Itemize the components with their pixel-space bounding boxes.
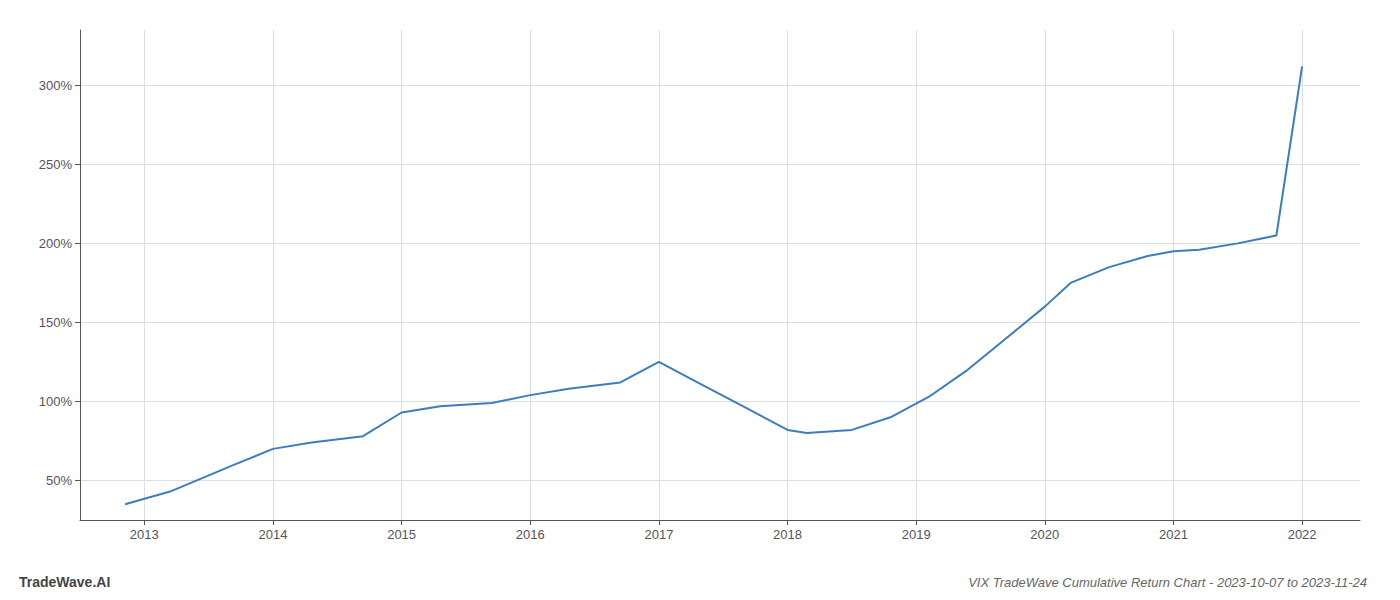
svg-text:2015: 2015 — [387, 527, 416, 542]
svg-text:150%: 150% — [39, 315, 73, 330]
svg-text:TradeWave.AI: TradeWave.AI — [19, 574, 110, 590]
svg-text:2020: 2020 — [1030, 527, 1059, 542]
svg-text:2013: 2013 — [130, 527, 159, 542]
svg-text:100%: 100% — [39, 394, 73, 409]
svg-text:250%: 250% — [39, 157, 73, 172]
svg-text:2017: 2017 — [644, 527, 673, 542]
svg-text:300%: 300% — [39, 78, 73, 93]
svg-text:VIX TradeWave Cumulative Retur: VIX TradeWave Cumulative Return Chart - … — [968, 575, 1367, 590]
svg-text:2021: 2021 — [1159, 527, 1188, 542]
svg-text:2016: 2016 — [516, 527, 545, 542]
svg-text:2018: 2018 — [773, 527, 802, 542]
svg-text:2019: 2019 — [902, 527, 931, 542]
svg-text:2022: 2022 — [1288, 527, 1317, 542]
svg-text:200%: 200% — [39, 236, 73, 251]
svg-text:2014: 2014 — [259, 527, 288, 542]
svg-text:50%: 50% — [46, 473, 72, 488]
